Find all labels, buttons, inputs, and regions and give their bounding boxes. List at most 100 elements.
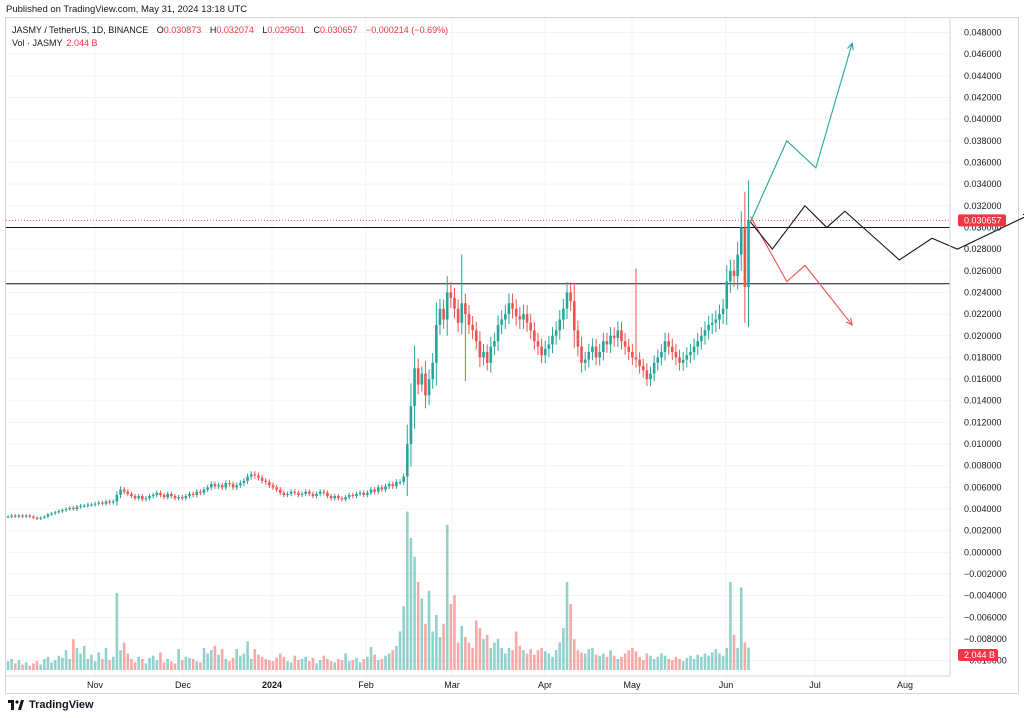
candle-body: [217, 485, 220, 487]
volume-bar: [511, 650, 514, 670]
y-tick-label: 0.028000: [964, 244, 1002, 254]
volume-bar: [413, 556, 416, 670]
candle-body: [90, 504, 93, 506]
candle-body: [184, 496, 188, 499]
volume-bar: [540, 648, 543, 670]
volume-bar: [235, 649, 238, 670]
volume-bar: [674, 656, 678, 670]
candle-body: [231, 484, 235, 488]
volume-bar: [213, 645, 217, 670]
y-tick-label: 0.044000: [964, 71, 1002, 81]
volume-bar: [496, 639, 500, 670]
axis-badges: 0.030657 2.044 B: [958, 214, 1006, 661]
volume-bar: [362, 659, 366, 670]
volume-bar: [714, 649, 718, 670]
y-tick-label: 0.030000: [964, 222, 1002, 232]
candle-body: [180, 497, 184, 499]
candle-body: [32, 516, 35, 518]
projection-down-path: [750, 216, 853, 326]
volume-bar: [689, 655, 692, 670]
candle-body: [507, 303, 511, 315]
candle-body: [195, 491, 199, 495]
candle-body: [420, 373, 424, 385]
volume-bar: [39, 664, 42, 670]
volume-bar: [264, 659, 268, 670]
footer-brand[interactable]: TradingView: [8, 699, 94, 711]
candle-body: [591, 346, 594, 352]
volume-bar: [17, 660, 21, 670]
volume-bar: [177, 649, 180, 670]
candle-body: [616, 330, 620, 338]
candle-body: [97, 502, 101, 504]
volume-bar: [551, 656, 554, 670]
x-tick-label: Aug: [897, 680, 913, 690]
candle-body: [431, 362, 435, 380]
candle-body: [409, 406, 413, 445]
volume-bar: [271, 661, 275, 670]
volume-bar: [57, 655, 61, 670]
candle-body: [623, 341, 627, 347]
volume-bar: [304, 656, 307, 670]
candle-body: [602, 341, 605, 352]
candle-body: [235, 485, 238, 488]
candle-body: [297, 492, 300, 495]
candle-body: [199, 491, 202, 493]
y-tick-label: 0.046000: [964, 49, 1002, 59]
volume-bar: [289, 662, 293, 670]
candle-body: [583, 359, 587, 363]
published-note: Published on TradingView.com, May 31, 20…: [6, 4, 248, 15]
candle-body: [53, 512, 57, 514]
candle-body: [57, 511, 61, 513]
candle-body: [387, 484, 391, 487]
candle-body: [674, 351, 678, 358]
volume-bar: [522, 650, 525, 670]
y-tick-label: 0.024000: [964, 287, 1002, 297]
volume-bar: [376, 660, 380, 670]
volume-bar: [355, 657, 358, 670]
candle-body: [151, 494, 155, 497]
volume-bar: [239, 655, 242, 670]
candle-body: [10, 515, 13, 517]
volume-bar: [467, 642, 471, 670]
candle-body: [115, 494, 119, 502]
y-tick-label: 0.040000: [964, 114, 1002, 124]
volume-bar: [580, 652, 583, 670]
volume-bar: [536, 650, 540, 670]
candle-body: [111, 501, 115, 503]
projection-up-path-arrowhead: [847, 42, 854, 51]
candle-body: [369, 489, 373, 493]
low-value: 0.029501: [267, 25, 305, 35]
volume-bar: [195, 661, 199, 670]
candle-body: [634, 357, 638, 360]
volume-bar: [297, 660, 300, 670]
candle-body: [558, 319, 562, 331]
volume-bar: [122, 642, 126, 670]
candle-body: [344, 497, 347, 500]
horizontal-levels: [6, 219, 950, 285]
candle-body: [257, 475, 260, 478]
candle-body: [685, 355, 689, 360]
volume-bar: [453, 595, 456, 670]
volume-bar: [322, 655, 326, 670]
volume-bar: [326, 659, 329, 670]
candle-body: [35, 517, 39, 519]
candle-body: [442, 308, 445, 320]
candle-body: [358, 492, 362, 494]
volume-bar: [384, 655, 387, 670]
volume-bar: [246, 641, 249, 670]
candle-body: [206, 487, 209, 490]
candle-body: [449, 292, 453, 298]
candle-body: [641, 366, 645, 371]
volume-bar: [420, 598, 424, 670]
candle-body: [445, 292, 449, 320]
volume-bar: [380, 659, 384, 670]
candle-body: [376, 487, 380, 492]
brand-name: TradingView: [29, 699, 94, 711]
volume-bar: [155, 660, 159, 670]
candle-body: [104, 501, 108, 504]
volume-bar: [485, 634, 489, 670]
volume-bar: [402, 606, 405, 670]
candle-body: [246, 476, 249, 481]
